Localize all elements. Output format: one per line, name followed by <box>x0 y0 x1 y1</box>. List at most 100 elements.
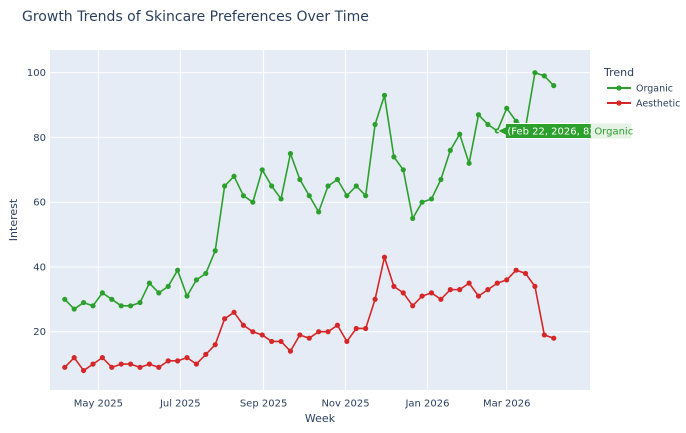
data-point <box>504 277 510 283</box>
data-point <box>184 355 190 361</box>
tooltip-text: (Feb 22, 2026, 82) <box>507 126 599 137</box>
data-point <box>278 196 284 202</box>
data-point <box>551 335 557 341</box>
data-point <box>541 332 547 338</box>
data-point <box>287 348 294 354</box>
data-point <box>118 361 124 367</box>
data-point <box>334 322 341 328</box>
data-point <box>250 199 256 205</box>
data-point <box>513 267 519 273</box>
legend-label: Aesthetic <box>636 99 680 110</box>
data-point <box>419 199 425 205</box>
data-point <box>466 160 472 166</box>
data-point <box>541 73 547 79</box>
data-point <box>475 293 482 299</box>
data-point <box>363 193 369 199</box>
data-point <box>175 358 181 364</box>
data-point <box>165 283 171 289</box>
y-tick-label: 40 <box>33 262 46 273</box>
data-point <box>485 287 491 293</box>
data-point <box>447 287 453 293</box>
data-point <box>381 92 388 98</box>
data-point <box>485 121 491 128</box>
data-point <box>212 248 218 254</box>
data-point <box>250 329 256 335</box>
data-point <box>146 361 153 367</box>
data-point <box>212 342 218 348</box>
data-point <box>447 147 453 153</box>
hover-tooltip: (Feb 22, 2026, 82)Organic <box>496 122 633 139</box>
data-point <box>532 283 538 289</box>
data-point <box>325 183 331 189</box>
data-point <box>306 335 312 341</box>
data-point <box>156 290 162 296</box>
x-tick-label: Mar 2026 <box>483 398 531 409</box>
data-point <box>297 332 303 338</box>
y-tick-label: 80 <box>33 133 46 144</box>
plot-area <box>50 50 590 390</box>
data-point <box>203 270 209 277</box>
data-point <box>90 303 96 309</box>
data-point <box>306 193 312 199</box>
data-point <box>137 299 143 306</box>
data-point <box>334 176 341 183</box>
data-point <box>62 364 68 370</box>
data-point <box>522 270 529 277</box>
data-point <box>457 131 463 137</box>
legend-marker <box>616 85 622 91</box>
data-point <box>475 112 482 118</box>
data-point <box>109 364 115 370</box>
data-point <box>325 329 331 335</box>
x-tick-label: Nov 2025 <box>321 398 369 409</box>
data-point <box>438 296 444 302</box>
series-aesthetic <box>62 254 557 374</box>
data-point <box>428 290 435 296</box>
data-point <box>203 351 209 357</box>
data-point <box>278 338 284 345</box>
legend-title: Trend <box>603 66 634 79</box>
data-point <box>80 367 87 374</box>
data-point <box>466 280 472 286</box>
data-point <box>269 183 275 189</box>
x-axis-title: Week <box>305 412 336 425</box>
data-point <box>156 364 162 370</box>
data-point <box>99 290 105 296</box>
data-point <box>353 183 359 189</box>
tooltip-name-box <box>591 123 632 139</box>
series-organic <box>62 70 557 312</box>
data-point <box>428 196 435 202</box>
data-point <box>137 364 143 370</box>
data-point <box>80 299 87 306</box>
data-point <box>344 193 350 199</box>
data-point <box>316 329 322 335</box>
tooltip-series-name: Organic <box>594 126 633 137</box>
data-point <box>287 151 294 157</box>
data-point <box>222 183 228 189</box>
data-point <box>372 296 378 302</box>
data-point <box>127 361 134 367</box>
data-point <box>532 70 538 76</box>
data-point <box>513 118 519 124</box>
x-tick-label: Jul 2025 <box>159 398 201 409</box>
data-point <box>175 267 181 273</box>
data-point <box>363 325 369 332</box>
data-point <box>193 277 200 283</box>
data-point <box>240 322 247 328</box>
data-point <box>259 167 265 173</box>
data-point <box>99 355 105 361</box>
data-point <box>231 309 237 315</box>
x-tick-label: May 2025 <box>74 398 123 409</box>
data-point <box>259 332 265 338</box>
data-point <box>184 293 190 299</box>
data-point <box>391 154 397 160</box>
data-point <box>269 338 275 345</box>
y-tick-label: 60 <box>33 198 46 209</box>
data-point <box>62 296 68 302</box>
legend-marker <box>616 100 622 106</box>
data-point <box>344 338 350 345</box>
data-point <box>193 361 200 367</box>
data-point <box>71 355 77 361</box>
data-point <box>240 193 247 199</box>
